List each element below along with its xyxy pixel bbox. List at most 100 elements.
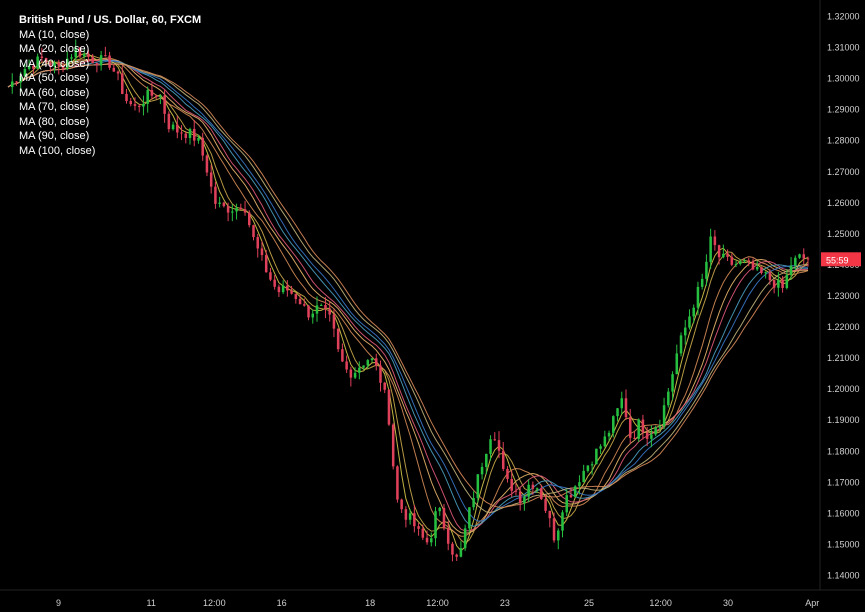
ma-legend-item: MA (40, close) (19, 57, 90, 70)
candle-body (116, 71, 120, 74)
candle-body (277, 286, 281, 293)
candle-body (184, 133, 188, 138)
price-tick-label: 1.17000 (827, 477, 860, 487)
candle-body (82, 53, 86, 57)
candle-body (27, 65, 31, 69)
candle-body (252, 225, 255, 238)
candle-body (472, 498, 475, 508)
time-axis[interactable]: 9 11 12:00 16 18 12:00 23 25 12:00 30 Apr (56, 598, 819, 608)
candle-body (417, 526, 420, 529)
candle-body (645, 432, 649, 439)
price-tick-label: 1.25000 (827, 229, 860, 239)
ma-line (7, 62, 809, 514)
candle-body (739, 261, 742, 264)
candle-body (243, 209, 247, 213)
time-tick-label: 30 (723, 598, 733, 608)
candle-body (620, 398, 624, 409)
candle-body (95, 63, 99, 66)
candle-body (451, 543, 454, 555)
candle-body (641, 419, 645, 433)
candle-body (345, 361, 348, 370)
candle-body (569, 495, 573, 498)
price-badge-bg (821, 252, 861, 267)
candle-body (108, 55, 111, 68)
candle-body (650, 434, 653, 439)
time-tick-label: 12:00 (649, 598, 672, 608)
candle-body (163, 95, 166, 114)
candle-body (590, 464, 594, 466)
ma-legend-item: MA (70, close) (19, 101, 90, 113)
ma-line (7, 63, 809, 508)
ma-line (7, 59, 809, 532)
price-tick-label: 1.15000 (827, 539, 860, 549)
price-badge-label: 55:59 (826, 255, 849, 265)
candle-body (307, 305, 310, 318)
ma-legend-item: MA (60, close) (19, 86, 90, 99)
time-tick-label: Apr (805, 598, 819, 608)
ma-legend-item: MA (50, close) (19, 72, 90, 84)
candle-body (789, 265, 793, 275)
candle-body (74, 47, 77, 58)
candle-body (692, 307, 695, 317)
candle-body (57, 62, 61, 67)
candle-body (743, 260, 746, 262)
candle-body (353, 372, 357, 378)
candle-body (290, 290, 293, 294)
ma-legend-item: MA (20, close) (19, 43, 90, 55)
candle-body (607, 432, 611, 437)
chart-legend: British Pund / US. Dollar, 60, FXCM MA (… (19, 13, 201, 158)
candle-body (561, 512, 564, 531)
candle-body (700, 278, 704, 287)
candle-body (696, 286, 700, 308)
candle-body (383, 382, 386, 390)
price-axis[interactable]: 1.32000 1.31000 1.30000 1.29000 1.28000 1.270… (827, 12, 860, 581)
candle-body (404, 509, 408, 520)
candle-body (446, 528, 450, 544)
candle-body (78, 47, 82, 57)
candle-body (777, 279, 780, 288)
candle-body (171, 124, 175, 130)
ma-line (7, 59, 809, 527)
candle-body (336, 328, 340, 350)
time-tick-label: 18 (365, 598, 375, 608)
candle-body (379, 365, 382, 383)
candle-body (806, 258, 810, 260)
candle-body (535, 488, 539, 490)
candle-body (781, 279, 784, 289)
candle-body (32, 65, 35, 69)
candle-body (717, 245, 721, 258)
candle-body (49, 62, 52, 67)
candle-body (527, 484, 530, 497)
candle-body (430, 538, 433, 543)
candle-body (121, 73, 124, 94)
candle-body (23, 68, 27, 77)
candle-body (201, 137, 204, 156)
candle-body (485, 453, 488, 467)
candle-body (603, 436, 607, 447)
chart-title: British Pund / US. Dollar, 60, FXCM (19, 14, 202, 26)
candle-body (654, 427, 657, 435)
candle-body (319, 304, 323, 306)
candle-body (548, 510, 552, 519)
candle-body (578, 482, 581, 487)
candle-body (442, 507, 446, 529)
candle-body (552, 518, 556, 541)
ma-line (7, 60, 809, 522)
candle-body (480, 466, 484, 475)
candle-body (760, 266, 763, 274)
candle-body (501, 450, 505, 469)
candle-body (298, 299, 302, 305)
price-tick-label: 1.22000 (827, 322, 860, 332)
ma-legend-list: MA (10, close) MA (20, close) MA (40, clos… (19, 28, 201, 159)
candle-body (209, 172, 213, 187)
candle-body (573, 486, 577, 498)
candle-body (396, 466, 399, 500)
candle-body (675, 353, 679, 375)
candle-body (125, 93, 128, 102)
time-tick-label: 16 (277, 598, 287, 608)
candle-body (264, 255, 268, 273)
candle-body (794, 257, 797, 266)
ma-legend-item: MA (90, close) (19, 130, 90, 142)
price-tick-label: 1.16000 (827, 508, 860, 518)
